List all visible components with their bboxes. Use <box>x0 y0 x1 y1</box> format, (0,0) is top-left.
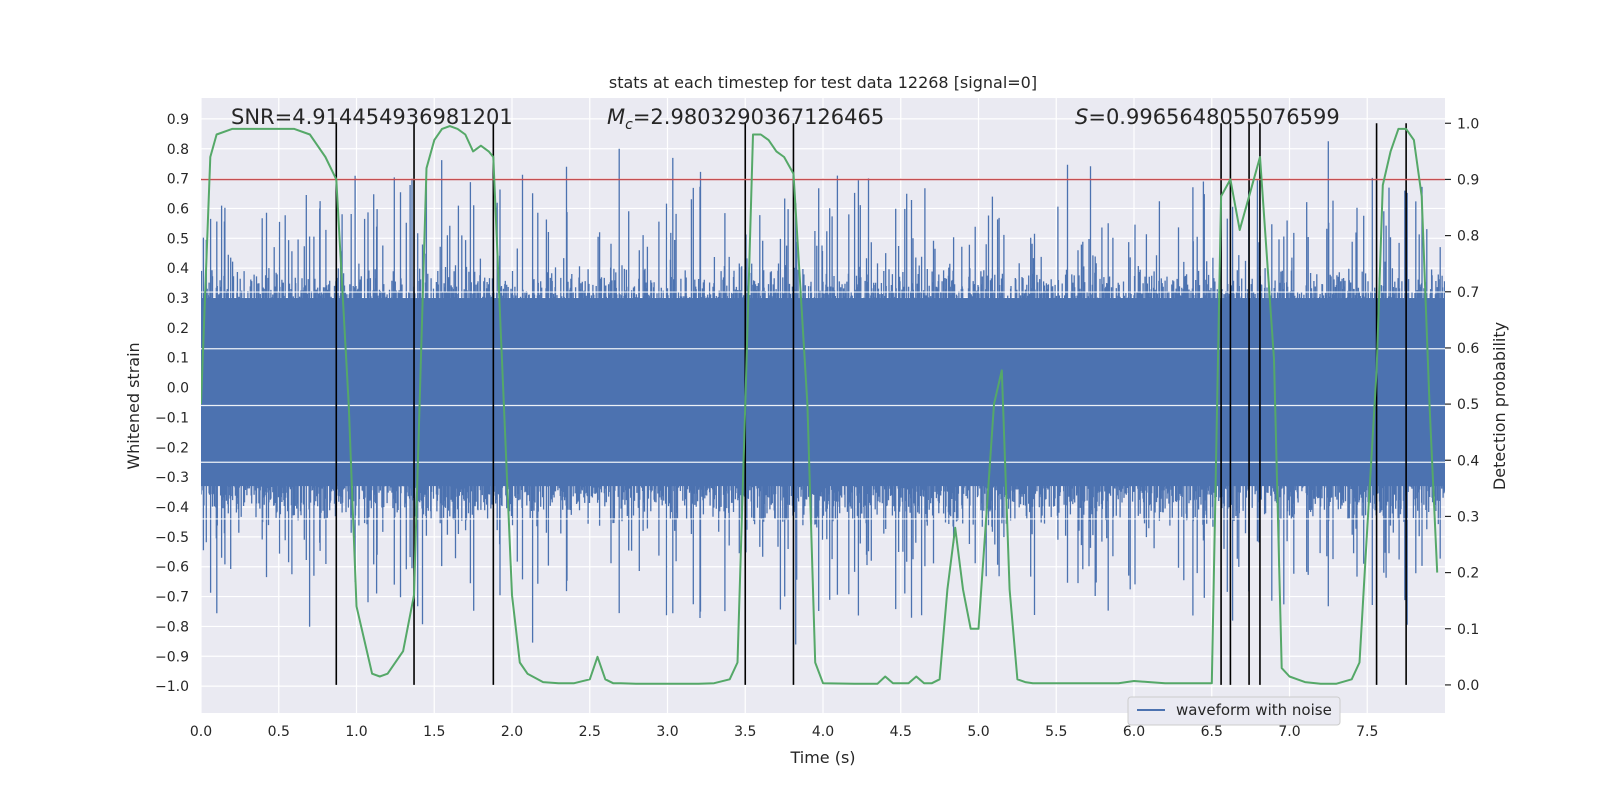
s-value: =0.9965648055076599 <box>1088 105 1339 129</box>
x-tick-label: 0.0 <box>190 724 212 740</box>
waveform-core-band <box>201 298 1445 487</box>
y-left-tick-label: 0.5 <box>167 231 189 247</box>
y-right-tick-label: 0.7 <box>1457 285 1479 301</box>
s-symbol: S <box>1075 105 1088 129</box>
x-tick-label: 2.0 <box>501 724 523 740</box>
x-tick-label: 2.5 <box>579 724 601 740</box>
y-left-tick-label: 0.9 <box>167 112 189 128</box>
x-tick-label: 1.0 <box>345 724 367 740</box>
y-right-tick-label: 0.3 <box>1457 509 1479 525</box>
s-annotation: S=0.9965648055076599 <box>1075 105 1340 129</box>
y-right-tick-label: 0.2 <box>1457 566 1479 582</box>
x-tick-label: 6.5 <box>1201 724 1223 740</box>
legend-box <box>1127 696 1341 726</box>
y-right-tick-label: 0.6 <box>1457 341 1479 357</box>
y-left-tick-label: 0.0 <box>167 381 189 397</box>
x-axis-ticks: 0.0 0.5 1.0 1.5 2.0 2.5 3.0 3.5 4.0 4.5 5.0 5.5 6.0 6… <box>190 724 1379 740</box>
y-left-tick-label: 0.8 <box>167 142 189 158</box>
mc-subscript: c <box>625 117 633 133</box>
x-tick-label: 0.5 <box>268 724 290 740</box>
y-left-tick-label: 0.1 <box>167 351 189 367</box>
y-left-tick-label: 0.6 <box>167 201 189 217</box>
y-left-tick-label: −0.1 <box>155 410 189 426</box>
detection-events <box>335 123 1407 685</box>
detection-probability-line <box>201 125 1439 685</box>
x-tick-label: 6.0 <box>1123 724 1145 740</box>
chart-title: stats at each timestep for test data 122… <box>609 73 1037 92</box>
mc-value: =2.9803290367126465 <box>633 105 884 129</box>
y-right-tick-label: 0.8 <box>1457 229 1479 245</box>
y-left-tick-label: −0.4 <box>155 500 189 516</box>
legend-label-waveform: waveform with noise <box>1176 701 1332 719</box>
y-right-tick-label: 0.0 <box>1457 678 1479 694</box>
y-left-tick-label: −0.9 <box>155 649 189 665</box>
y-left-tick-label: −0.2 <box>155 440 189 456</box>
y-right-tick-label: 0.4 <box>1457 453 1479 469</box>
y-left-tick-label: −0.7 <box>155 590 189 606</box>
x-tick-label: 7.0 <box>1278 724 1300 740</box>
y-right-axis-ticks: 1.0 0.9 0.8 0.7 0.6 0.5 0.4 0.3 0.2 0.1 0.0 <box>1445 116 1479 694</box>
chirp-mass-annotation: Mc=2.9803290367126465 <box>607 105 884 133</box>
y-left-tick-label: −0.5 <box>155 530 189 546</box>
x-tick-label: 3.5 <box>734 724 756 740</box>
x-tick-label: 5.0 <box>967 724 989 740</box>
mc-symbol: M <box>607 105 625 129</box>
x-tick-label: 5.5 <box>1045 724 1067 740</box>
y-left-tick-label: 0.4 <box>167 261 189 277</box>
legend: waveform with noise <box>1127 696 1341 726</box>
y-left-tick-label: −0.6 <box>155 560 189 576</box>
x-tick-label: 7.5 <box>1356 724 1378 740</box>
x-tick-label: 4.0 <box>812 724 834 740</box>
waveform-series <box>201 141 1445 645</box>
detection-probability-series <box>201 125 1445 685</box>
y-left-tick-label: 0.2 <box>167 321 189 337</box>
x-axis-label: Time (s) <box>789 748 855 767</box>
x-tick-label: 3.0 <box>656 724 678 740</box>
y-right-tick-label: 0.9 <box>1457 172 1479 188</box>
x-tick-label: 4.5 <box>890 724 912 740</box>
y-left-tick-label: 0.7 <box>167 172 189 188</box>
y-left-tick-label: −0.8 <box>155 619 189 635</box>
y-right-tick-label: 1.0 <box>1457 116 1479 132</box>
snr-annotation: SNR=4.914454936981201 <box>231 105 513 129</box>
y-left-axis-label: Whitened strain <box>124 342 143 469</box>
y-left-tick-label: −0.3 <box>155 470 189 486</box>
y-left-tick-label: 0.3 <box>167 291 189 307</box>
y-right-tick-label: 0.1 <box>1457 622 1479 638</box>
y-right-tick-label: 0.5 <box>1457 397 1479 413</box>
y-left-tick-label: −1.0 <box>155 679 189 695</box>
y-left-axis-ticks: 0.9 0.8 0.7 0.6 0.5 0.4 0.3 0.2 0.1 0.0 −0.1 −0.2 −0… <box>155 112 189 695</box>
x-tick-label: 1.5 <box>423 724 445 740</box>
y-right-axis-label: Detection probability <box>1490 322 1509 490</box>
